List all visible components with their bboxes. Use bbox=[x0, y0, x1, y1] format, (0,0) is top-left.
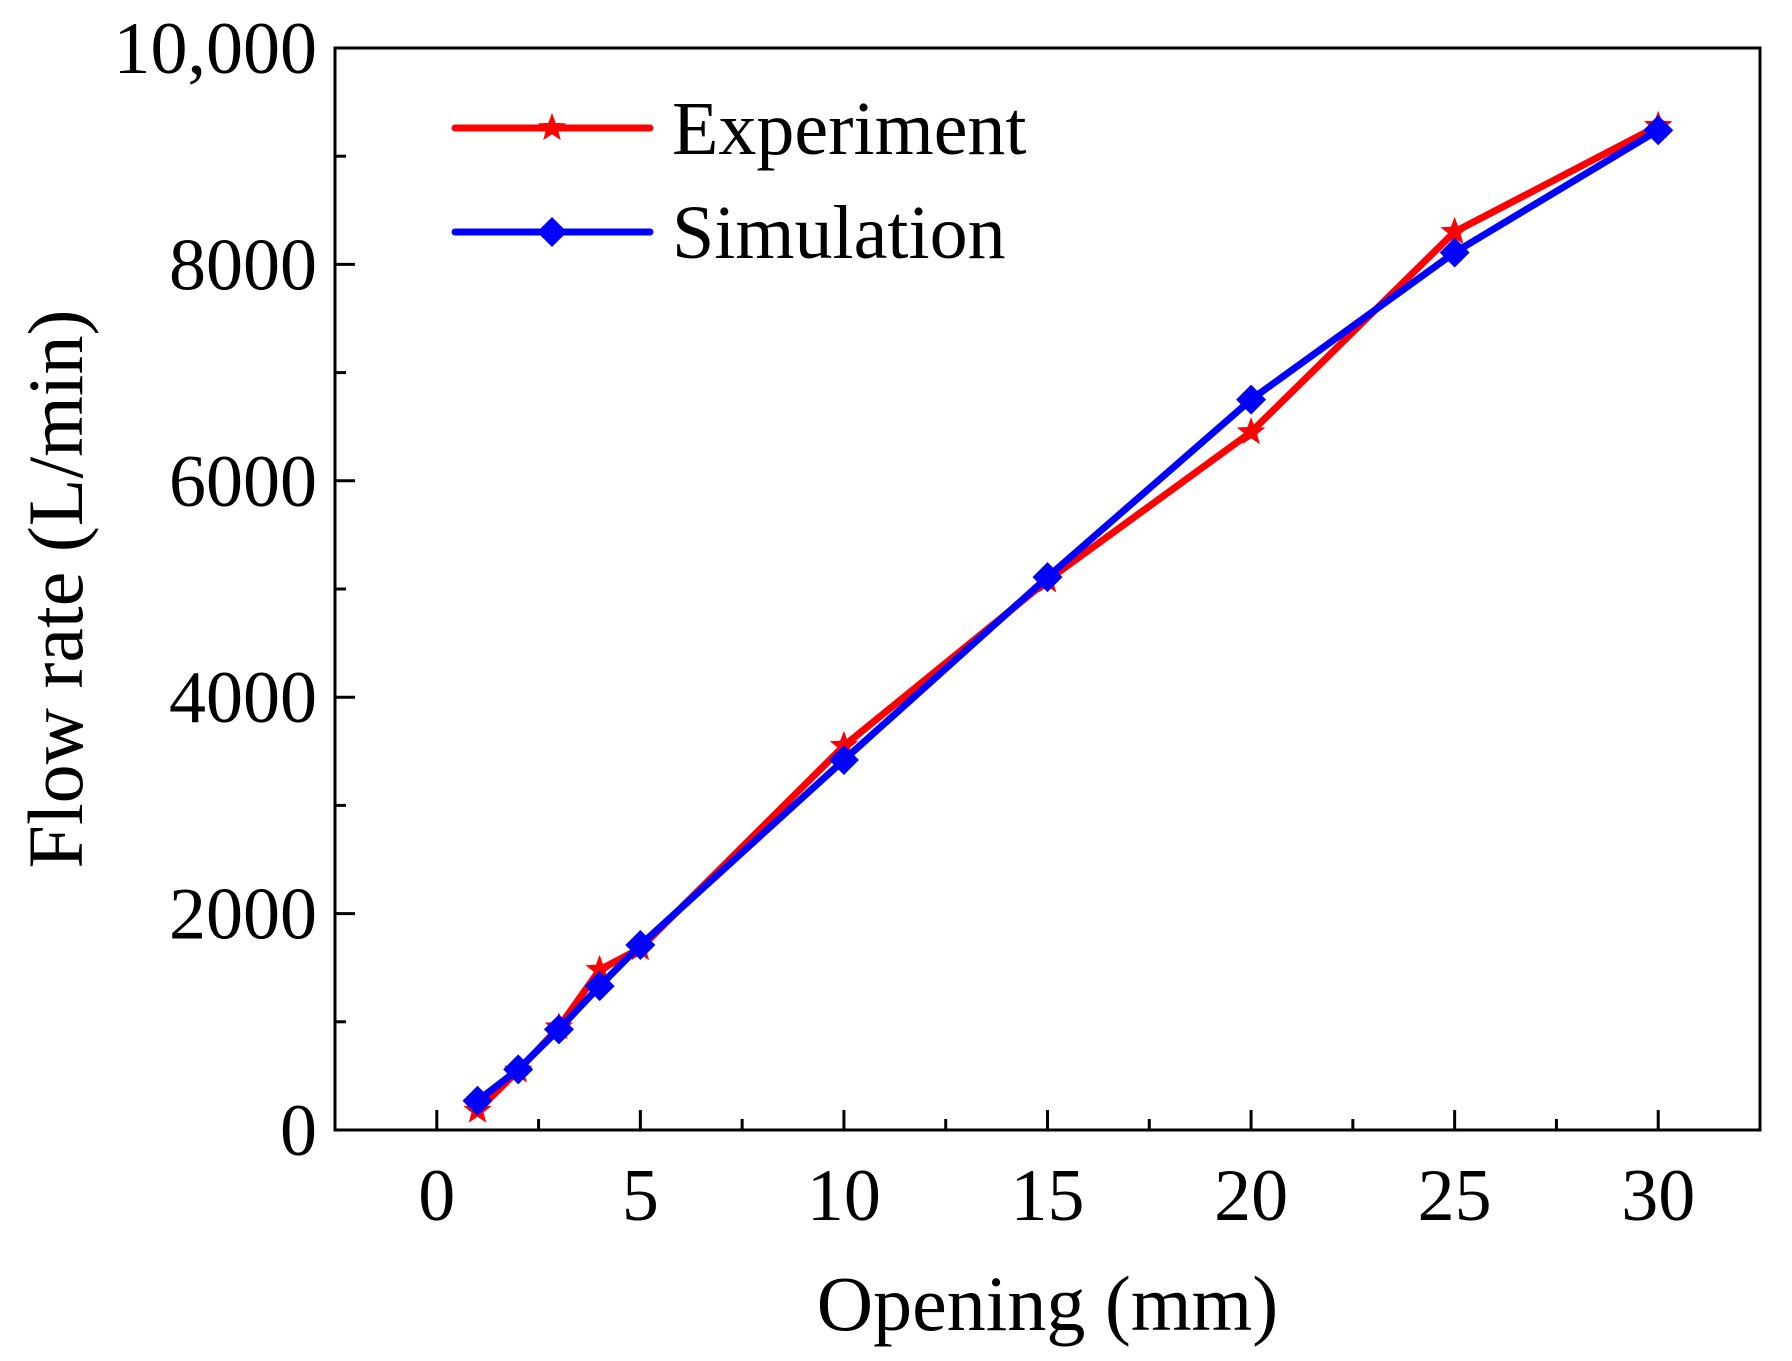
y-tick-label: 0 bbox=[280, 1090, 317, 1172]
data-point-simulation bbox=[462, 1085, 493, 1116]
data-point-simulation bbox=[625, 929, 656, 960]
data-point-simulation bbox=[1032, 562, 1063, 593]
data-point-experiment bbox=[829, 730, 859, 758]
x-tick-label: 5 bbox=[622, 1155, 659, 1237]
data-point-simulation bbox=[1643, 115, 1674, 146]
x-axis: 0 5 10 15 20 25 30 bbox=[333, 1110, 1762, 1237]
series-line-experiment bbox=[474, 122, 1662, 1114]
x-tick-label: 20 bbox=[1214, 1155, 1288, 1237]
legend-label-experiment: Experiment bbox=[672, 87, 1027, 171]
data-point-simulation bbox=[1439, 237, 1470, 268]
x-tick-label: 10 bbox=[807, 1155, 881, 1237]
x-tick-label: 25 bbox=[1418, 1155, 1492, 1237]
y-tick-label: 4000 bbox=[169, 657, 317, 739]
y-tick-label: 6000 bbox=[169, 441, 317, 523]
series-line-simulation bbox=[474, 126, 1662, 1105]
x-axis-title: Opening (mm) bbox=[817, 1260, 1278, 1347]
legend-marker-experiment bbox=[537, 113, 567, 141]
y-axis: 0 2000 4000 6000 8000 10,000 bbox=[114, 8, 355, 1172]
legend-marker-simulation bbox=[537, 217, 567, 247]
data-point-experiment bbox=[1440, 216, 1469, 245]
legend: Experiment Simulation bbox=[451, 87, 1027, 275]
data-point-experiment bbox=[585, 954, 614, 982]
data-point-simulation bbox=[503, 1054, 534, 1085]
data-point-simulation bbox=[1236, 384, 1267, 415]
y-tick-label: 2000 bbox=[169, 874, 317, 956]
data-point-simulation bbox=[828, 744, 859, 775]
data-point-experiment bbox=[1236, 417, 1266, 445]
y-axis-title: Flow rate (L/min) bbox=[12, 310, 99, 869]
data-point-simulation bbox=[584, 971, 615, 1002]
y-tick-label: 10,000 bbox=[114, 8, 318, 90]
y-tick-label: 8000 bbox=[169, 224, 317, 306]
series-layer bbox=[462, 110, 1674, 1123]
x-tick-label: 0 bbox=[418, 1155, 455, 1237]
x-tick-label: 15 bbox=[1011, 1155, 1085, 1237]
x-tick-label: 30 bbox=[1621, 1155, 1695, 1237]
data-point-simulation bbox=[543, 1014, 574, 1045]
legend-label-simulation: Simulation bbox=[672, 191, 1006, 275]
